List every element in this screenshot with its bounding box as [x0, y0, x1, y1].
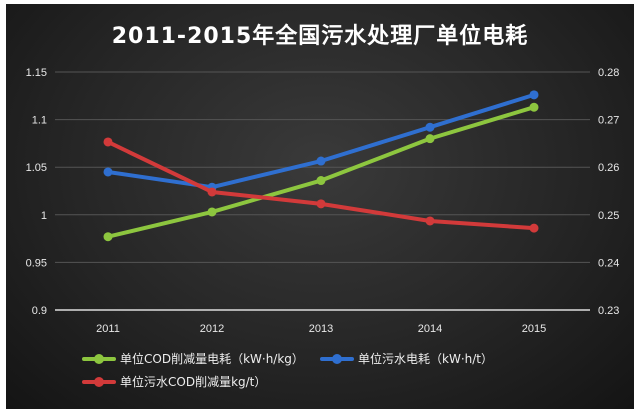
y-right-tick-label: 0.25 [598, 210, 619, 222]
legend-item-2: 单位污水COD削减量kg/t） [82, 373, 266, 390]
data-point-0 [425, 134, 435, 144]
data-point-2 [425, 216, 435, 226]
data-point-0 [207, 207, 217, 217]
legend-label: 单位污水电耗（kW·h/t） [358, 352, 493, 366]
data-point-2 [529, 223, 539, 233]
y-left-tick-label: 0.9 [32, 305, 47, 317]
y-left-tick-label: 1 [41, 210, 47, 222]
data-point-1 [316, 156, 326, 166]
data-point-2 [207, 187, 217, 197]
y-right-tick-label: 0.27 [598, 115, 619, 127]
data-point-0 [103, 232, 113, 242]
x-tick-label: 2013 [309, 323, 333, 335]
data-point-2 [103, 137, 113, 147]
data-point-0 [529, 102, 539, 112]
y-left-tick-label: 1.15 [26, 67, 47, 79]
legend-swatch-red [82, 376, 116, 387]
x-tick-label: 2014 [418, 323, 442, 335]
y-right-tick-label: 0.24 [598, 257, 619, 269]
chart-title: 2011-2015年全国污水处理厂单位电耗 [111, 24, 529, 49]
data-point-0 [316, 176, 326, 186]
legend-item-0: 单位COD削减量电耗（kW·h/kg） [82, 350, 304, 367]
data-point-1 [103, 167, 113, 177]
y-left-tick-label: 1.05 [26, 162, 47, 174]
data-point-2 [316, 199, 326, 209]
y-left-tick-label: 1.1 [32, 115, 47, 127]
legend-label: 单位COD削减量电耗（kW·h/kg） [120, 352, 304, 366]
y-right-tick-label: 0.28 [598, 67, 619, 79]
x-tick-label: 2015 [522, 323, 546, 335]
x-tick-label: 2011 [96, 323, 120, 335]
x-tick-label: 2012 [200, 323, 224, 335]
legend-swatch-blue [320, 353, 354, 364]
legend-swatch-green [82, 353, 116, 364]
data-point-1 [425, 122, 435, 132]
legend-label: 单位污水COD削减量kg/t） [120, 375, 267, 389]
legend-item-1: 单位污水电耗（kW·h/t） [320, 350, 493, 367]
data-point-1 [529, 90, 539, 100]
y-right-tick-label: 0.26 [598, 162, 619, 174]
y-left-tick-label: 0.95 [26, 257, 47, 269]
y-right-tick-label: 0.23 [598, 305, 619, 317]
